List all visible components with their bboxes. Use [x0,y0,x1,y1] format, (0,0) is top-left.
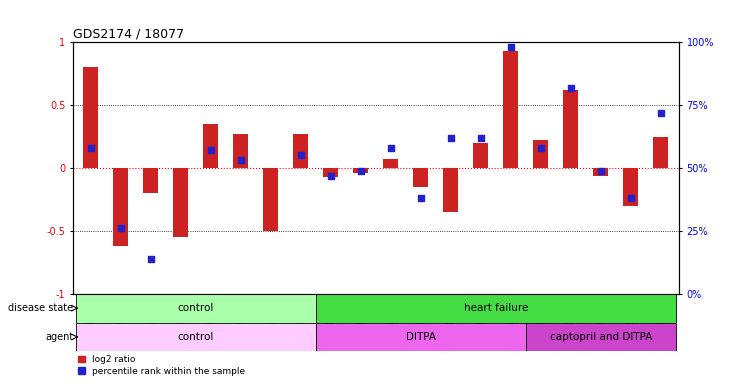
Bar [264,168,278,231]
Text: control: control [178,303,214,313]
Point [415,195,427,201]
Bar [413,168,429,187]
Point [595,167,607,174]
Point [655,109,666,116]
Text: agent: agent [45,332,74,342]
Point [475,135,487,141]
Bar [174,168,188,237]
Text: DITPA: DITPA [406,332,436,342]
Bar [76,294,316,323]
Bar [653,137,669,168]
Text: GDS2174 / 18077: GDS2174 / 18077 [73,27,184,40]
Point [355,167,366,174]
Bar [526,323,676,351]
Bar [293,134,309,168]
Point [625,195,637,201]
Point [385,145,397,151]
Bar [76,323,316,351]
Point [295,152,307,159]
Bar [443,168,458,212]
Point [115,225,127,232]
Bar [593,168,608,175]
Point [325,172,337,179]
Bar [323,168,339,177]
Text: control: control [178,332,214,342]
Point [445,135,457,141]
Point [565,84,577,91]
Legend: log2 ratio, percentile rank within the sample: log2 ratio, percentile rank within the s… [77,355,245,376]
Bar [474,143,488,168]
Bar [204,124,218,168]
Bar [234,134,248,168]
Point [235,157,247,164]
Bar [534,140,548,168]
Bar [623,168,639,206]
Bar [564,90,578,168]
Bar [316,323,526,351]
Text: captopril and DITPA: captopril and DITPA [550,332,652,342]
Bar [113,168,128,246]
Point [505,44,517,50]
Point [85,145,97,151]
Bar [383,159,399,168]
Bar [353,168,369,173]
Point [205,147,217,154]
Bar [504,51,518,168]
Bar [83,68,99,168]
Point [535,145,547,151]
Point [145,255,157,262]
Text: disease state: disease state [9,303,74,313]
Text: heart failure: heart failure [464,303,528,313]
Bar [144,168,158,193]
Bar [316,294,676,323]
